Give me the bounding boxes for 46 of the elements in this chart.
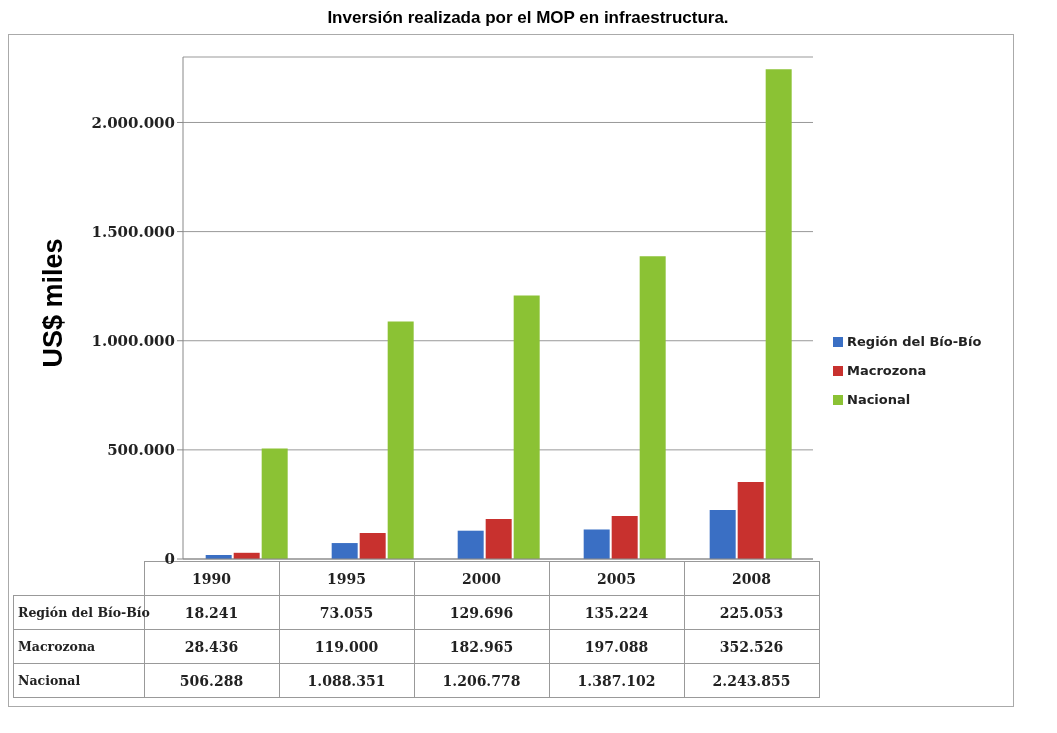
data-label: 2.243.855 [684,663,819,698]
data-label: 1.387.102 [549,663,684,698]
legend-label: Macrozona [847,363,927,378]
bar [611,515,638,559]
x-tick-label: 1990 [192,570,231,587]
data-label: 18.241 [184,604,239,621]
data-label: 197.088 [549,629,684,664]
data-label: 73.055 [279,595,414,630]
bar [457,530,484,559]
bar [359,533,386,559]
data-label: 182.965 [414,629,549,664]
y-axis-title: US$ miles [37,238,69,368]
y-tick-label: 0 [164,550,175,569]
x-tick-label: 2000 [414,561,549,596]
text: Macrozona [18,639,96,654]
data-label: 506.288 [144,663,279,698]
data-label: 225.053 [684,595,819,630]
text: Región del Bío-Bío [18,605,150,620]
y-tick-label: 1.000.000 [91,332,175,351]
x-tick-label: 2008 [684,561,819,596]
bar [261,448,288,559]
y-tick-label: 1.500.000 [91,222,175,241]
bar [331,543,358,559]
bar [765,69,792,559]
bar [709,509,736,559]
bar [485,519,512,559]
data-label: 129.696 [414,595,549,630]
bar [639,256,666,559]
data-label: 28.436 [144,629,279,664]
data-label: 135.224 [549,595,684,630]
data-label: 352.526 [684,629,819,664]
bar [737,482,764,559]
data-label: 1.088.351 [279,663,414,698]
bar [387,321,414,559]
chart-title: Inversión realizada por el MOP en infraestructura. [326,8,730,28]
x-tick-label: 2005 [549,561,684,596]
bar [513,295,540,559]
data-label: 119.000 [279,629,414,664]
x-tick-label: 1995 [279,561,414,596]
bar [583,529,610,559]
legend-label: Nacional [847,392,911,407]
data-label: 1.206.778 [414,663,549,698]
text: Nacional [18,673,81,688]
legend-label: Región del Bío-Bío [847,334,982,349]
y-tick-label: 500.000 [107,441,175,460]
y-tick-label: 2.000.000 [91,113,175,132]
